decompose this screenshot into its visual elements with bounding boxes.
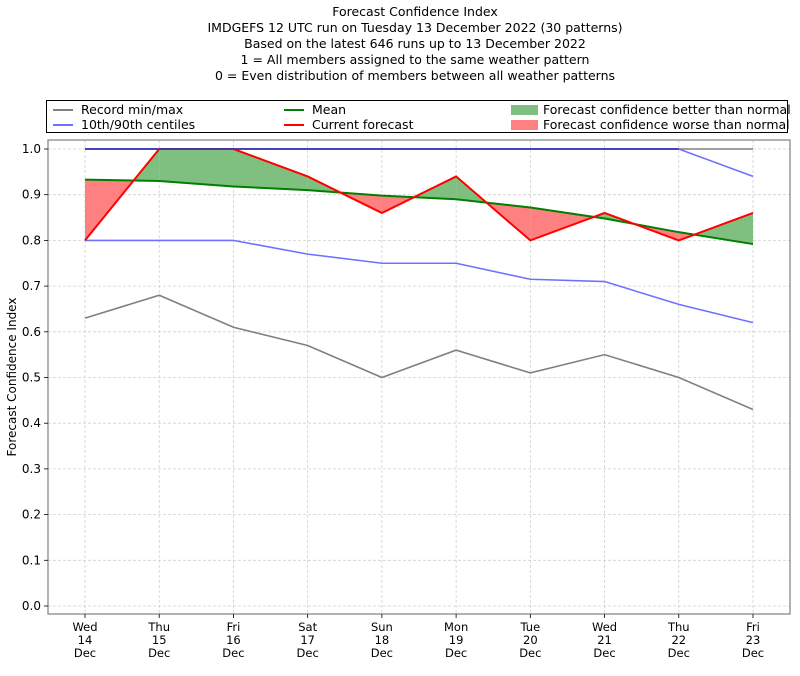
chart-subtitle-2: Based on the latest 646 runs up to 13 De… (244, 36, 586, 51)
y-tick-label: 0.6 (22, 325, 41, 339)
legend-item-centiles: 10th/90th centiles (53, 117, 195, 132)
chart-legend: Record min/max 10th/90th centiles Mean C… (46, 100, 791, 133)
x-tick-label: Dec (371, 646, 393, 660)
y-tick-label: 0.9 (22, 188, 41, 202)
legend-swatch-record (53, 108, 73, 111)
y-tick-label: 0.5 (22, 371, 41, 385)
legend-item-mean: Mean (284, 102, 346, 117)
x-tick-label: 20 (523, 633, 538, 647)
x-tick-label: Fri (746, 620, 760, 634)
legend-label-current: Current forecast (312, 117, 414, 132)
x-tick-label: Dec (445, 646, 467, 660)
x-tick-label: Sat (298, 620, 317, 634)
y-axis-label: Forecast Confidence Index (5, 298, 19, 457)
legend-swatch-worse (511, 119, 538, 130)
series-line-record-min (84, 294, 754, 411)
chart-title: Forecast Confidence Index (332, 4, 498, 19)
plot-frame (47, 139, 791, 615)
legend-item-worse: Forecast confidence worse than normal (511, 117, 790, 132)
x-tick-label: 22 (671, 633, 686, 647)
legend-label-record: Record min/max (81, 102, 184, 117)
x-tick-label: Dec (742, 646, 764, 660)
legend-label-mean: Mean (312, 102, 347, 117)
x-tick-label: 17 (300, 633, 315, 647)
legend-swatch-current (284, 123, 304, 126)
legend-item-better: Forecast confidence better than normal (511, 102, 791, 117)
x-tick-label: 16 (226, 633, 241, 647)
chart-subtitle-4: 0 = Even distribution of members between… (214, 68, 616, 83)
x-tick-label: Fri (227, 620, 241, 634)
fill-better-than-normal (233, 149, 308, 191)
x-tick-label: Dec (593, 646, 615, 660)
fill-better-than-normal (159, 149, 234, 187)
chart-title-block: Forecast Confidence Index IMDGEFS 12 UTC… (0, 4, 800, 84)
x-tick-label: 23 (746, 633, 761, 647)
y-tick-label: 0.2 (22, 508, 41, 522)
x-tick-label: 21 (597, 633, 612, 647)
x-tick-label: Wed (72, 620, 97, 634)
x-tick-label: Mon (444, 620, 468, 634)
series-line-mean (84, 178, 754, 246)
x-tick-label: Dec (519, 646, 541, 660)
y-tick-label: 0.4 (22, 416, 41, 430)
fill-worse-than-normal (530, 207, 594, 241)
y-tick-label: 0.1 (22, 553, 41, 567)
x-tick-label: 14 (78, 633, 93, 647)
legend-swatch-mean (284, 108, 304, 111)
x-tick-label: 19 (449, 633, 464, 647)
legend-swatch-better (511, 104, 538, 115)
x-tick-label: Tue (520, 620, 541, 634)
x-axis: Wed14DecThu15DecFri16DecSat17DecSun18Dec… (72, 614, 764, 660)
y-tick-label: 0.8 (22, 233, 41, 247)
x-tick-label: Wed (592, 620, 617, 634)
y-tick-label: 0.3 (22, 462, 41, 476)
x-tick-label: Dec (668, 646, 690, 660)
legend-label-better: Forecast confidence better than normal (543, 102, 791, 117)
legend-item-record: Record min/max (53, 102, 183, 117)
series-lines (84, 148, 754, 411)
legend-swatch-centiles (53, 123, 73, 126)
y-tick-label: 0.0 (22, 599, 41, 613)
series-line-10th-centile (85, 239, 754, 324)
chart-subtitle-1: IMDGEFS 12 UTC run on Tuesday 13 Decembe… (207, 20, 623, 35)
y-tick-label: 0.7 (22, 279, 41, 293)
legend-label-worse: Forecast confidence worse than normal (543, 117, 790, 132)
legend-item-current: Current forecast (284, 117, 413, 132)
x-tick-label: Dec (222, 646, 244, 660)
x-tick-label: 15 (152, 633, 167, 647)
x-tick-label: Thu (147, 620, 170, 634)
x-tick-label: Thu (667, 620, 690, 634)
x-tick-label: Sun (371, 620, 393, 634)
x-tick-label: 18 (375, 633, 390, 647)
x-tick-label: Dec (148, 646, 170, 660)
x-tick-label: Dec (297, 646, 319, 660)
x-tick-label: Dec (74, 646, 96, 660)
chart-subtitle-3: 1 = All members assigned to the same wea… (240, 52, 590, 67)
y-tick-label: 1.0 (22, 142, 41, 156)
y-axis: 0.0 0.1 0.2 0.3 0.4 0.5 0.6 0.7 0.8 0.9 1.0 (22, 142, 48, 613)
legend-label-centiles: 10th/90th centiles (81, 117, 196, 132)
